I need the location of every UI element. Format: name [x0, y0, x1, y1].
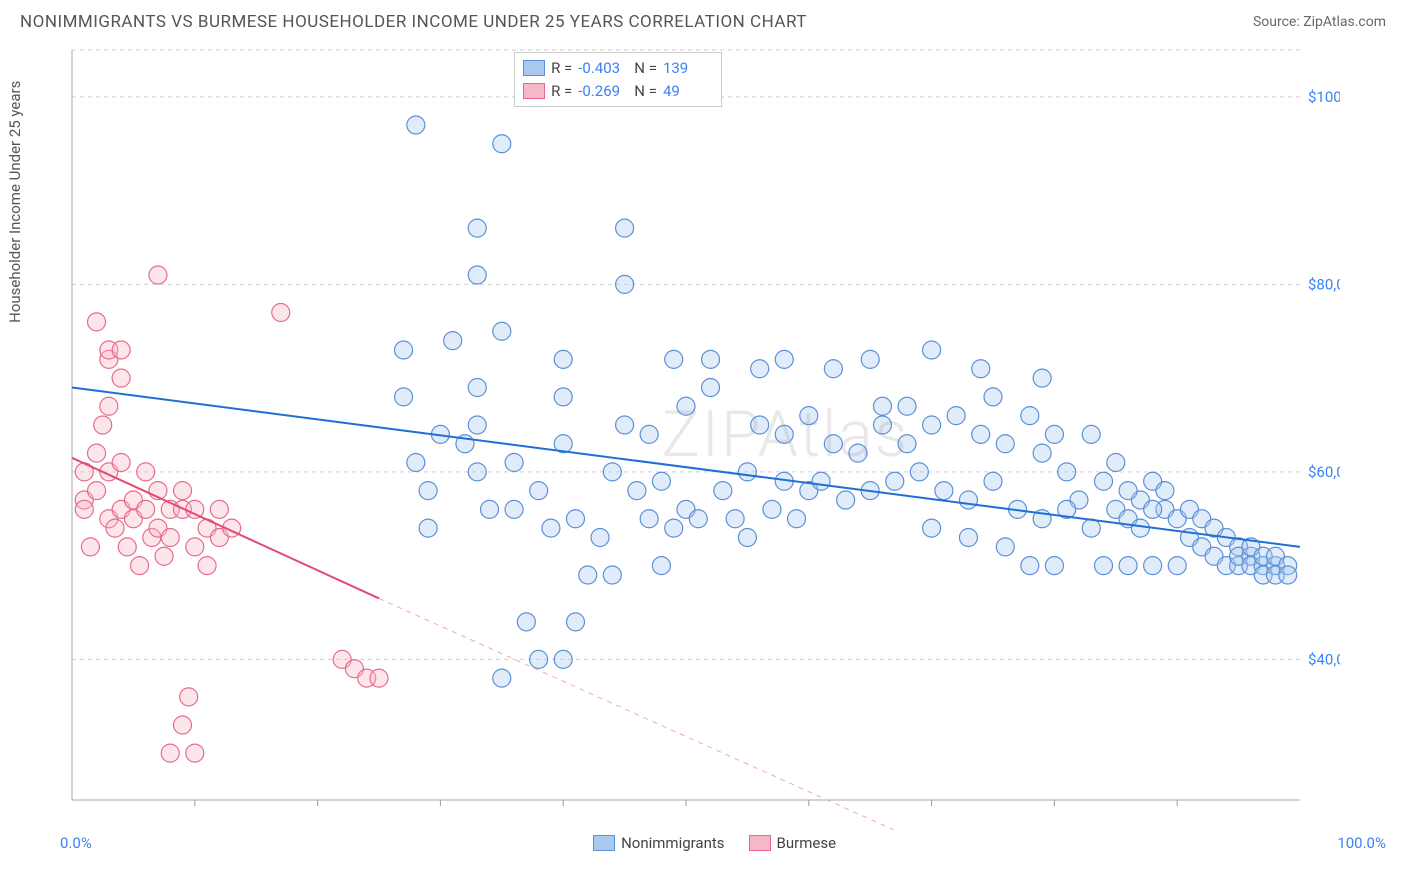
legend-swatch-burmese — [749, 835, 771, 851]
legend-label-nonimmigrants: Nonimmigrants — [621, 834, 724, 852]
title-bar: NONIMMIGRANTS VS BURMESE HOUSEHOLDER INC… — [0, 0, 1406, 40]
stats-row-burmese: R = -0.269 N = 49 — [523, 80, 713, 103]
svg-text:$100,000: $100,000 — [1308, 88, 1340, 106]
stat-r-value-2: -0.269 — [578, 80, 628, 103]
source-name: ZipAtlas.com — [1303, 14, 1386, 30]
swatch-nonimmigrants — [523, 60, 545, 76]
stat-n-value-2: 49 — [663, 80, 713, 103]
legend-label-burmese: Burmese — [777, 834, 837, 852]
source-label: Source: — [1253, 14, 1303, 30]
stat-n-label: N = — [634, 57, 657, 80]
bottom-axis-legend: 0.0% Nonimmigrants Burmese 100.0% — [60, 834, 1386, 852]
source-attribution: Source: ZipAtlas.com — [1253, 14, 1386, 30]
x-axis-max-label: 100.0% — [1337, 834, 1386, 852]
x-axis-min-label: 0.0% — [60, 834, 92, 852]
correlation-stats-box: R = -0.403 N = 139 R = -0.269 N = 49 — [514, 52, 722, 107]
legend-swatch-nonimmigrants — [593, 835, 615, 851]
svg-text:$40,000: $40,000 — [1308, 650, 1340, 668]
stat-r-label: R = — [551, 57, 572, 80]
swatch-burmese — [523, 83, 545, 99]
chart-container: Householder Income Under 25 years $40,00… — [20, 40, 1386, 830]
svg-text:$60,000: $60,000 — [1308, 463, 1340, 481]
scatter-chart: $40,000 $60,000 $80,000 $100,000 — [20, 40, 1340, 830]
y-axis-label: Householder Income Under 25 years — [6, 81, 24, 323]
stat-r-label: R = — [551, 80, 572, 103]
chart-title: NONIMMIGRANTS VS BURMESE HOUSEHOLDER INC… — [20, 12, 807, 32]
stat-r-value-1: -0.403 — [578, 57, 628, 80]
legend-item-nonimmigrants: Nonimmigrants — [593, 834, 724, 852]
svg-text:$80,000: $80,000 — [1308, 275, 1340, 293]
stats-row-nonimmigrants: R = -0.403 N = 139 — [523, 57, 713, 80]
legend-items: Nonimmigrants Burmese — [593, 834, 836, 852]
stat-n-value-1: 139 — [663, 57, 713, 80]
legend-item-burmese: Burmese — [749, 834, 837, 852]
stat-n-label: N = — [634, 80, 657, 103]
